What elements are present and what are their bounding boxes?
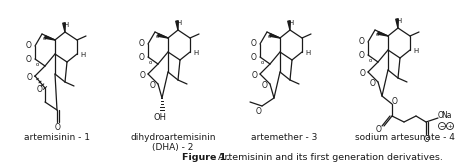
- Text: O: O: [150, 82, 156, 90]
- Text: O: O: [139, 38, 145, 48]
- Polygon shape: [270, 34, 280, 38]
- Text: o: o: [267, 33, 271, 38]
- Polygon shape: [176, 21, 178, 30]
- Text: H: H: [396, 18, 401, 24]
- Text: o: o: [368, 57, 372, 63]
- Text: O: O: [251, 53, 257, 63]
- Text: o: o: [148, 60, 152, 65]
- Text: O: O: [392, 97, 398, 105]
- Text: o: o: [35, 62, 39, 66]
- Text: H: H: [81, 52, 86, 58]
- Text: H: H: [176, 20, 182, 26]
- Text: O: O: [424, 134, 430, 144]
- Text: O: O: [140, 71, 146, 81]
- Polygon shape: [63, 23, 65, 32]
- Text: O: O: [252, 71, 258, 81]
- Text: O: O: [370, 80, 376, 88]
- Text: dihydroartemisinin
(DHA) - 2: dihydroartemisinin (DHA) - 2: [130, 133, 216, 152]
- Text: OH: OH: [154, 113, 166, 121]
- Text: O: O: [376, 126, 382, 134]
- Text: H: H: [64, 22, 69, 28]
- Text: O: O: [251, 38, 257, 48]
- Text: H: H: [193, 50, 199, 56]
- Text: H: H: [288, 20, 293, 26]
- Text: O: O: [262, 82, 268, 90]
- Text: O: O: [37, 84, 43, 94]
- Text: artemether - 3: artemether - 3: [251, 133, 318, 142]
- Polygon shape: [158, 34, 168, 38]
- Text: Artemisinin and its first generation derivatives.: Artemisinin and its first generation der…: [215, 152, 443, 162]
- Text: O: O: [360, 69, 366, 79]
- Text: Na: Na: [442, 112, 452, 120]
- Polygon shape: [288, 21, 290, 30]
- Polygon shape: [45, 36, 55, 40]
- Text: o: o: [375, 32, 379, 36]
- Text: O: O: [359, 36, 365, 46]
- Text: O: O: [438, 112, 444, 120]
- Text: o: o: [260, 60, 264, 65]
- Text: O: O: [359, 51, 365, 61]
- Text: O: O: [26, 55, 32, 65]
- Text: O: O: [256, 106, 262, 115]
- Polygon shape: [378, 32, 388, 36]
- Text: −: −: [439, 123, 445, 129]
- Text: H: H: [305, 50, 310, 56]
- Polygon shape: [396, 19, 398, 28]
- Text: O: O: [55, 122, 61, 132]
- Text: sodium artesunate - 4: sodium artesunate - 4: [356, 133, 455, 142]
- Text: Figure 1.: Figure 1.: [182, 152, 230, 162]
- Text: O: O: [27, 73, 33, 82]
- Text: O: O: [139, 53, 145, 63]
- Text: H: H: [413, 48, 419, 54]
- Text: O: O: [26, 40, 32, 50]
- Text: o: o: [155, 33, 159, 38]
- Text: o: o: [42, 35, 46, 40]
- Text: +: +: [447, 123, 453, 129]
- Text: artemisinin - 1: artemisinin - 1: [24, 133, 90, 142]
